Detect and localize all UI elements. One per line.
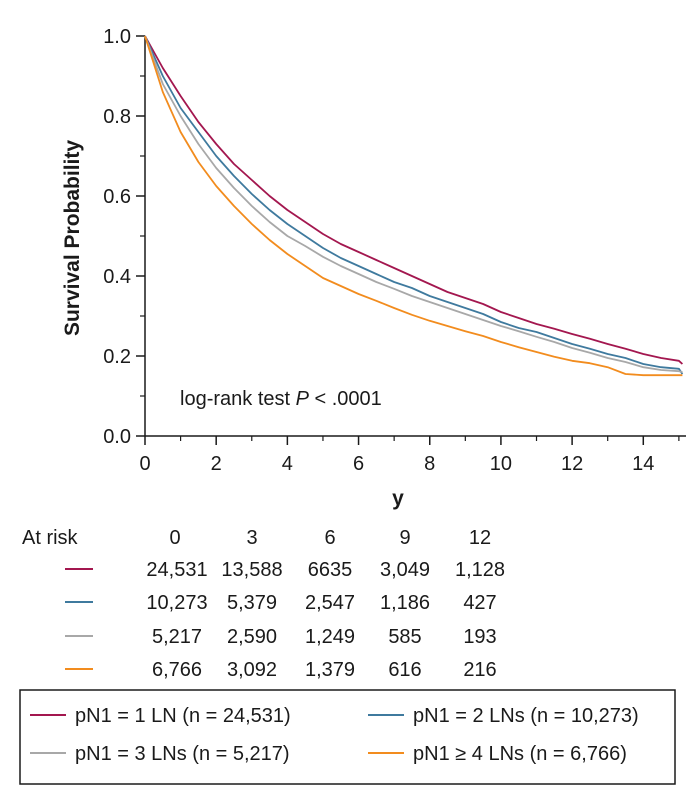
x-tick-label: 8: [424, 453, 435, 475]
at-risk-time: 0: [169, 527, 180, 549]
series-line-2: [144, 35, 684, 375]
annotation-prefix: log-rank test: [180, 388, 296, 410]
at-risk-value: 3,049: [380, 559, 430, 581]
at-risk-value: 2,590: [227, 626, 277, 648]
log-rank-annotation: log-rank test P < .0001: [180, 388, 382, 410]
x-tick-label: 14: [632, 453, 654, 475]
at-risk-value: 24,531: [146, 559, 207, 581]
legend-entry: pN1 ≥ 4 LNs (n = 6,766): [413, 743, 627, 765]
at-risk-value: 1,186: [380, 592, 430, 614]
x-tick-label: 10: [490, 453, 512, 475]
at-risk-time: 12: [469, 527, 491, 549]
at-risk-value: 6635: [308, 559, 353, 581]
y-tick-label: 0.8: [103, 106, 131, 128]
y-axis-title: Survival Probability: [61, 140, 84, 336]
at-risk-value: 5,217: [152, 626, 202, 648]
annotation-p-value-symbol: P: [296, 388, 310, 410]
at-risk-value: 10,273: [146, 592, 207, 614]
at-risk-value: 2,547: [305, 592, 355, 614]
at-risk-value: 1,128: [455, 559, 505, 581]
at-risk-value: 193: [463, 626, 496, 648]
x-tick-label: 12: [561, 453, 583, 475]
x-tick-label: 4: [282, 453, 293, 475]
series-line-3: [144, 35, 683, 373]
legend-entry: pN1 = 3 LNs (n = 5,217): [75, 743, 290, 765]
at-risk-value: 616: [388, 659, 421, 681]
axes: [136, 35, 686, 445]
y-tick-label: 0.0: [103, 426, 131, 448]
legend-entry: pN1 = 2 LNs (n = 10,273): [413, 705, 639, 727]
at-risk-time: 6: [324, 527, 335, 549]
y-tick-label: 0.2: [103, 346, 131, 368]
at-risk-value: 6,766: [152, 659, 202, 681]
series-line-1: [144, 35, 684, 365]
legend: pN1 = 1 LN (n = 24,531) pN1 = 2 LNs (n = …: [30, 705, 639, 765]
at-risk-value: 427: [463, 592, 496, 614]
x-tick-label: 6: [353, 453, 364, 475]
at-risk-value: 1,249: [305, 626, 355, 648]
y-tick-label: 0.4: [103, 266, 131, 288]
at-risk-value: 13,588: [221, 559, 282, 581]
at-risk-time: 3: [246, 527, 257, 549]
x-tick-label: 2: [211, 453, 222, 475]
at-risk-value: 216: [463, 659, 496, 681]
at-risk-value: 1,379: [305, 659, 355, 681]
series-lines: [144, 35, 684, 377]
y-tick-label: 1.0: [103, 26, 131, 48]
legend-box: [19, 689, 676, 785]
x-tick-label: 0: [139, 453, 150, 475]
x-axis-title: y: [392, 487, 404, 510]
at-risk-label: At risk: [22, 527, 79, 549]
annotation-suffix: < .0001: [309, 388, 382, 410]
tick-labels: 0.0 0.2 0.4 0.6 0.8 1.0 0 2 4 6 8 10 12 14: [103, 26, 654, 475]
legend-entry: pN1 = 1 LN (n = 24,531): [75, 705, 291, 727]
at-risk-table: At risk 0 3 6 9 12 24,531 13,588 6635 3,049 1,128…: [22, 527, 505, 681]
series-line-4: [144, 35, 683, 377]
at-risk-time: 9: [399, 527, 410, 549]
at-risk-value: 3,092: [227, 659, 277, 681]
y-tick-label: 0.6: [103, 186, 131, 208]
at-risk-value: 5,379: [227, 592, 277, 614]
at-risk-value: 585: [388, 626, 421, 648]
